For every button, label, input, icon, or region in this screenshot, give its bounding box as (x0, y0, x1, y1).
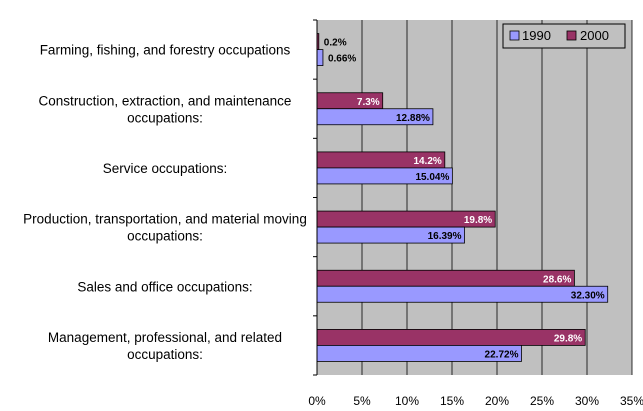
data-label-1990: 32.30% (571, 290, 605, 301)
bar-2000 (316, 269, 575, 287)
x-axis-tick-labels: 0% 5% 10% 15% 20% 25% 30% 35% (308, 394, 643, 408)
category-label: Production, transportation, and material… (23, 212, 307, 244)
x-tick-label: 10% (395, 394, 419, 408)
y-axis-ticks (313, 19, 317, 376)
x-tick-label: 0% (308, 394, 326, 408)
category-labels: Farming, fishing, and forestry occupatio… (23, 43, 307, 362)
x-tick-label: 35% (620, 394, 643, 408)
bar-1990 (316, 285, 609, 303)
category-label-line: Construction, extraction, and maintenanc… (39, 93, 292, 108)
data-label-1990: 22.72% (485, 349, 519, 360)
gridlines (361, 20, 633, 375)
data-labels: 0.2% 0.66% 7.3% 12.88% 14.2% 15.04% 19.8%16.39… (324, 38, 605, 361)
legend-swatch-1990 (509, 30, 520, 41)
data-label-2000: 14.2% (413, 156, 441, 167)
category-label-line: Sales and office occupations: (77, 279, 252, 294)
category-label-line: Service occupations: (103, 161, 228, 176)
category-label-line: occupations: (127, 110, 203, 125)
category-label-line: occupations: (127, 229, 203, 244)
data-label-1990: 15.04% (415, 172, 449, 183)
legend-box (502, 23, 626, 49)
category-label: Construction, extraction, and maintenanc… (39, 93, 292, 125)
legend-label-1990: 1990 (522, 28, 551, 43)
data-label-1990: 0.66% (328, 54, 356, 65)
x-tick-label: 15% (440, 394, 464, 408)
category-label-line: occupations: (127, 347, 203, 362)
data-label-2000: 7.3% (357, 97, 380, 108)
x-tick-label: 20% (485, 394, 509, 408)
data-label-2000: 0.2% (324, 38, 347, 49)
legend: 1990 2000 (502, 23, 626, 49)
data-label-1990: 12.88% (396, 113, 430, 124)
category-label: Farming, fishing, and forestry occupatio… (40, 43, 291, 58)
data-label-1990: 16.39% (428, 231, 462, 242)
category-label: Service occupations: (103, 161, 228, 176)
category-label-line: Production, transportation, and material… (23, 212, 307, 227)
x-tick-label: 25% (530, 394, 554, 408)
legend-swatch-2000 (566, 30, 577, 41)
category-label-line: Farming, fishing, and forestry occupatio… (40, 43, 291, 58)
legend-label-2000: 2000 (580, 28, 609, 43)
data-label-2000: 29.8% (554, 333, 582, 344)
bar-1990 (316, 49, 324, 66)
category-label: Sales and office occupations: (77, 279, 252, 294)
x-tick-label: 5% (353, 394, 371, 408)
data-label-2000: 19.8% (464, 215, 492, 226)
x-tick-label: 30% (575, 394, 599, 408)
bar-2000 (316, 329, 586, 346)
plot-area (317, 20, 632, 375)
data-label-2000: 28.6% (543, 274, 571, 285)
bars (316, 33, 609, 362)
category-label: Management, professional, and related occ… (48, 330, 282, 362)
category-label-line: Management, professional, and related (48, 330, 282, 345)
